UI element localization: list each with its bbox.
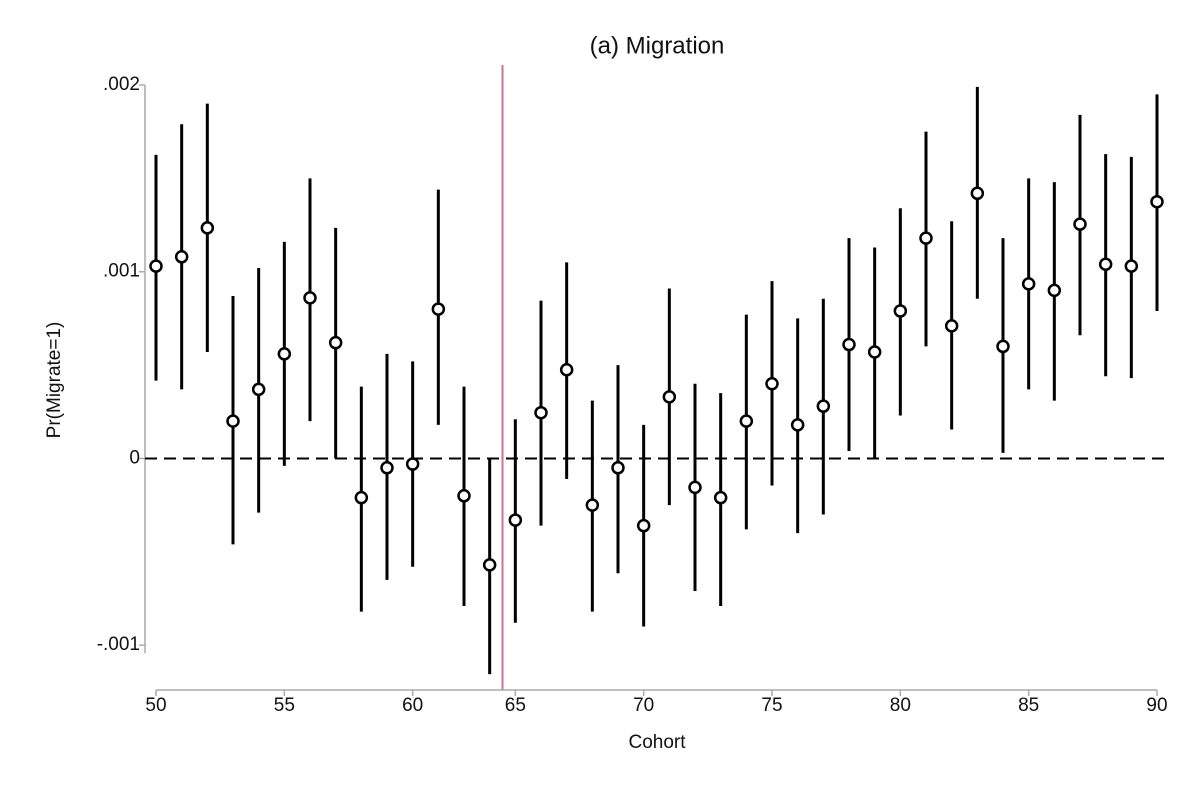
- point: [251, 382, 266, 397]
- y-tick-label: .001: [103, 261, 140, 282]
- x-tick-label: 55: [274, 695, 295, 716]
- x-tick-label: 60: [402, 695, 423, 716]
- point: [636, 518, 651, 533]
- point: [457, 489, 471, 503]
- point: [174, 250, 189, 264]
- point: [893, 304, 908, 318]
- point: [200, 221, 215, 235]
- point: [354, 490, 369, 505]
- point: [534, 405, 548, 420]
- x-tick-label: 50: [145, 695, 166, 716]
- point: [277, 347, 292, 361]
- point: [482, 558, 497, 572]
- y-tick-label: -.001: [97, 634, 140, 655]
- point: [1098, 257, 1113, 272]
- x-tick-label: 85: [1018, 695, 1039, 716]
- point: [508, 513, 523, 527]
- point: [662, 390, 677, 404]
- point: [149, 259, 163, 273]
- point: [765, 377, 779, 391]
- point: [944, 319, 959, 333]
- point: [431, 302, 446, 316]
- chart-title: (a) Migration: [590, 32, 725, 59]
- x-tick-label: 80: [890, 695, 911, 716]
- point: [611, 461, 625, 475]
- x-axis-label: Cohort: [628, 732, 686, 753]
- point: [1150, 194, 1164, 209]
- point: [919, 231, 933, 245]
- point: [380, 461, 394, 475]
- point: [867, 345, 882, 359]
- x-tick-label: 70: [633, 695, 654, 716]
- point: [713, 490, 728, 505]
- point: [559, 363, 574, 377]
- point: [1073, 217, 1087, 231]
- point: [842, 337, 856, 352]
- x-tick-label: 90: [1146, 695, 1167, 716]
- point: [739, 414, 754, 428]
- point: [328, 335, 343, 350]
- x-tick-label: 65: [505, 695, 526, 716]
- point: [816, 399, 831, 413]
- y-tick-label: 0: [129, 447, 140, 468]
- point: [1047, 283, 1062, 298]
- x-tick-label: 75: [761, 695, 782, 716]
- point: [1021, 277, 1036, 291]
- y-axis-label: Pr(Migrate=1): [44, 322, 65, 439]
- point: [1124, 259, 1139, 273]
- point: [405, 457, 420, 471]
- point: [996, 339, 1010, 354]
- point: [226, 414, 240, 428]
- point: [970, 186, 985, 201]
- point: [688, 480, 702, 495]
- y-tick-label: .002: [103, 74, 140, 95]
- point: [303, 291, 317, 305]
- point: [790, 418, 805, 432]
- point: [585, 498, 600, 512]
